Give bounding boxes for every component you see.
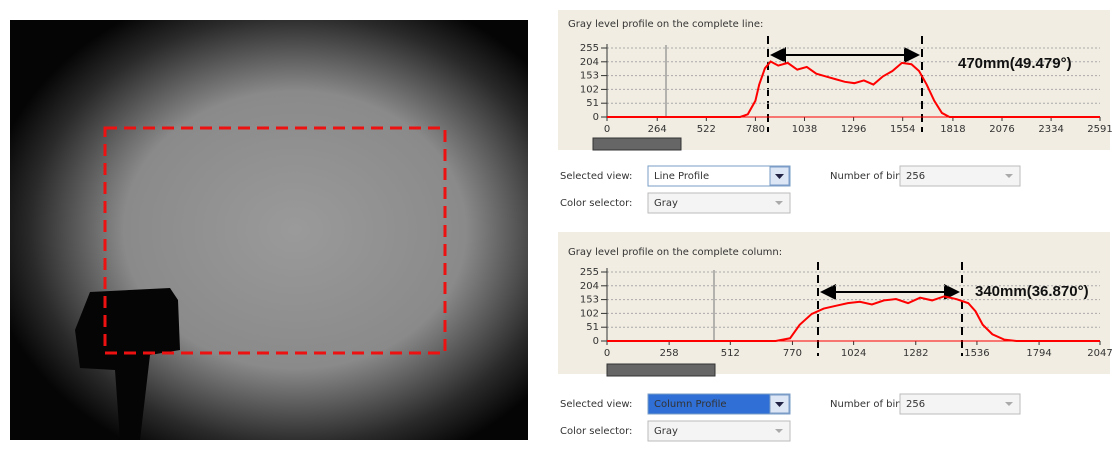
y-tick-label: 51 <box>586 98 599 109</box>
y-tick-label: 153 <box>580 71 599 82</box>
chart-title: Gray level profile on the complete colum… <box>568 247 782 258</box>
dropdown-value: Gray <box>654 198 678 209</box>
dropdown-value: 256 <box>906 171 925 182</box>
x-tick-label: 1554 <box>890 124 915 135</box>
screen: Gray level profile on the complete line:… <box>0 0 1119 446</box>
y-tick-label: 255 <box>580 267 599 278</box>
annotation: 470mm(49.479°) <box>958 55 1072 72</box>
x-tick-label: 264 <box>648 124 667 135</box>
x-tick-label: 522 <box>697 124 716 135</box>
label: Number of bins: <box>830 399 910 410</box>
label: Color selector: <box>560 426 632 437</box>
y-tick-label: 204 <box>580 281 599 292</box>
x-tick-label: 2076 <box>989 124 1014 135</box>
y-tick-label: 102 <box>580 308 599 319</box>
x-tick-label: 0 <box>604 348 610 359</box>
label: Selected view: <box>560 171 632 182</box>
x-tick-label: 780 <box>746 124 765 135</box>
x-tick-label: 2047 <box>1087 348 1112 359</box>
x-tick-label: 1296 <box>841 124 866 135</box>
x-tick-label: 2334 <box>1038 124 1063 135</box>
camera-image <box>10 20 528 440</box>
x-tick-label: 770 <box>783 348 802 359</box>
x-tick-label: 1536 <box>964 348 989 359</box>
chart-title: Gray level profile on the complete line: <box>568 19 763 30</box>
label: Selected view: <box>560 399 632 410</box>
dropdown-value: 256 <box>906 399 925 410</box>
x-tick-label: 0 <box>604 124 610 135</box>
x-tick-label: 1818 <box>940 124 965 135</box>
panel-bg <box>558 10 1110 150</box>
dropdown-value: Gray <box>654 426 678 437</box>
label: Color selector: <box>560 198 632 209</box>
y-tick-label: 0 <box>593 112 599 123</box>
y-tick-label: 255 <box>580 43 599 54</box>
y-tick-label: 0 <box>593 336 599 347</box>
x-tick-label: 1282 <box>903 348 928 359</box>
x-tick-label: 1794 <box>1026 348 1051 359</box>
dropdown-value[interactable]: Line Profile <box>654 171 709 182</box>
x-tick-label: 258 <box>660 348 679 359</box>
dropdown-value[interactable]: Column Profile <box>654 399 727 410</box>
x-tick-label: 1024 <box>841 348 866 359</box>
label: Number of bins: <box>830 171 910 182</box>
y-tick-label: 102 <box>580 84 599 95</box>
annotation: 340mm(36.870°) <box>975 283 1089 300</box>
x-tick-label: 512 <box>721 348 740 359</box>
y-tick-label: 204 <box>580 57 599 68</box>
y-tick-label: 51 <box>586 322 599 333</box>
x-tick-label: 2591 <box>1087 124 1112 135</box>
x-tick-label: 1038 <box>792 124 817 135</box>
y-tick-label: 153 <box>580 295 599 306</box>
